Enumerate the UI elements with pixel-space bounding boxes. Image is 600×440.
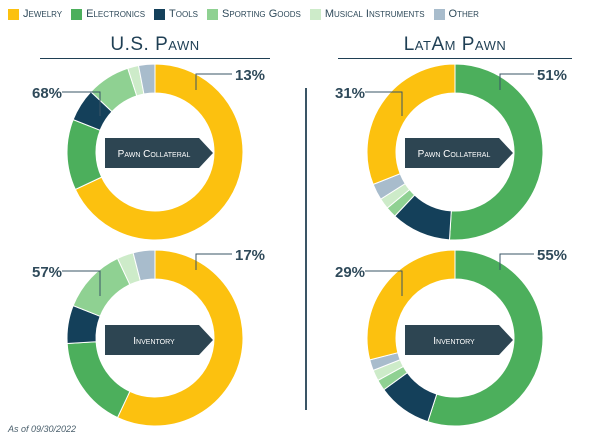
center-label: Inventory	[433, 336, 475, 347]
legend-item-musical-instruments: Musical Instruments	[309, 8, 425, 20]
center-label: Pawn Collateral	[418, 149, 491, 160]
callout-electronics-leader	[195, 73, 232, 90]
legend: Jewelry Electronics Tools Sporting Goods Mus…	[8, 6, 488, 22]
legend-label: Tools	[169, 8, 198, 20]
latam-title-rule	[338, 58, 572, 59]
legend-item-tools: Tools	[154, 8, 198, 20]
callout-electronics-leader	[499, 253, 534, 270]
callout-electronics-value: 17%	[235, 247, 265, 264]
us-title-rule	[40, 58, 270, 59]
callout-electronics-value: 13%	[235, 67, 265, 84]
callout-electronics-leader	[195, 253, 232, 270]
legend-swatch	[154, 8, 166, 20]
us-pawn-title: U.S. Pawn	[110, 34, 200, 55]
legend-item-electronics: Electronics	[71, 8, 145, 20]
legend-swatch	[207, 8, 218, 20]
center-label: Pawn Collateral	[118, 149, 191, 160]
legend-label: Other	[448, 8, 479, 20]
legend-swatch	[8, 8, 19, 20]
center-label-arrow	[405, 325, 513, 355]
section-divider	[305, 88, 307, 410]
donut-slice-jewelry	[366, 63, 456, 186]
callout-electronics-value: 55%	[537, 247, 567, 264]
callout-jewelry-leader	[365, 270, 403, 296]
center-label-arrow	[405, 138, 513, 168]
legend-label: Electronics	[86, 8, 146, 20]
as-of-footnote: As of 09/30/2022	[8, 424, 77, 434]
legend-swatch	[71, 8, 83, 20]
center-label: Inventory	[133, 336, 175, 347]
callout-electronics-value: 51%	[537, 67, 567, 84]
callout-jewelry-leader	[365, 91, 403, 116]
callout-jewelry-value: 68%	[32, 85, 62, 102]
donut-slice-electronics	[427, 249, 544, 427]
legend-swatch	[433, 8, 445, 20]
legend-item-jewelry: Jewelry	[8, 8, 62, 20]
donut-slice-other	[137, 63, 156, 95]
callout-jewelry-value: 31%	[335, 85, 365, 102]
legend-item-other: Other	[433, 8, 479, 20]
latam-pawn-title: LatAm Pawn	[403, 34, 507, 55]
donut-slice-electronics	[448, 63, 544, 241]
legend-label: Jewelry	[23, 8, 63, 20]
donut-slice-other	[132, 249, 156, 282]
callout-jewelry-leader	[62, 270, 101, 296]
donut-slice-jewelry	[366, 249, 456, 361]
donut-slice-jewelry	[74, 63, 244, 241]
donut-slice-jewelry	[116, 249, 244, 427]
center-label-arrow	[105, 138, 213, 168]
callout-jewelry-value: 57%	[32, 264, 62, 281]
callout-jewelry-value: 29%	[335, 264, 365, 281]
legend-swatch	[309, 8, 321, 20]
legend-label: Musical Instruments	[324, 8, 425, 20]
callout-jewelry-leader	[62, 91, 101, 116]
donut-slice-electronics	[66, 118, 103, 191]
legend-label: Sporting Goods	[222, 8, 301, 20]
legend-item-sporting-goods: Sporting Goods	[207, 8, 301, 20]
callout-electronics-leader	[499, 73, 534, 90]
center-label-arrow	[105, 325, 213, 355]
